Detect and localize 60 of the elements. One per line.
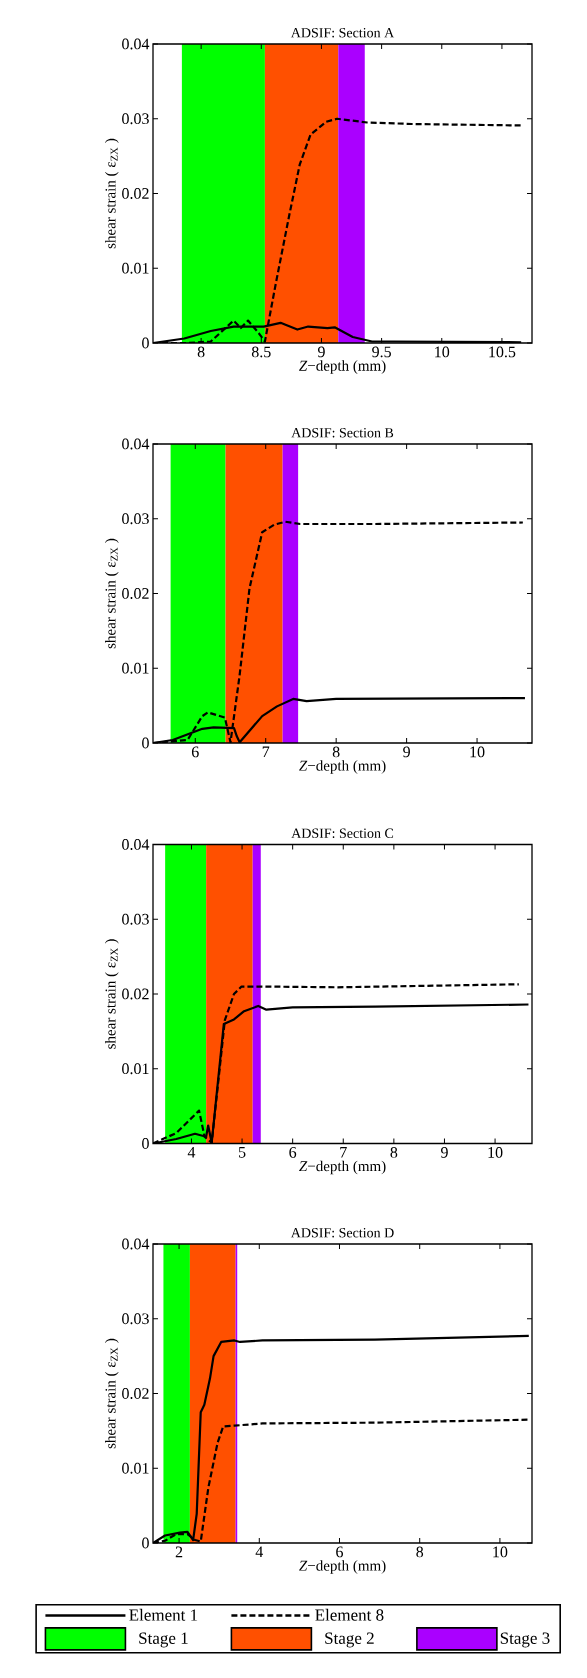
- chart-title: ADSIF: Section D: [290, 1228, 394, 1238]
- x-tick-label: 10: [470, 746, 485, 758]
- x-tick-label: 8: [332, 746, 340, 758]
- x-tick-label: 9: [403, 746, 410, 758]
- legend-label: Element 8: [315, 1608, 384, 1621]
- x-tick-label: 8: [416, 1546, 424, 1558]
- y-axis-title: shear strain ( ε$_{ZX}$ ): [105, 939, 119, 1049]
- x-axis-title: Z−depth (mm): [299, 1160, 386, 1175]
- y-tick-label: 0.04: [122, 438, 150, 450]
- y-tick-label: 0.03: [122, 913, 149, 925]
- y-tick-label: 0.02: [122, 988, 149, 1000]
- legend-label: Stage 2: [325, 1632, 374, 1648]
- legend-label: Stage 1: [139, 1632, 188, 1648]
- y-tick-label: 0.04: [122, 38, 150, 50]
- x-axis-title: Z−depth (mm): [299, 760, 386, 774]
- x-tick-label: 5: [239, 1147, 246, 1158]
- y-tick-label: 0.04: [122, 1238, 150, 1250]
- y-tick-label: 0.03: [122, 513, 149, 525]
- y-axis-title: shear strain ( ε$_{ZX}$ ): [105, 538, 119, 649]
- y-tick-label: 0.01: [122, 662, 149, 674]
- x-tick-label: 4: [255, 1546, 264, 1558]
- chart-title: ADSIF: Section B: [291, 428, 394, 438]
- legend-label: Element 1: [129, 1608, 198, 1621]
- y-tick-label: 0.04: [122, 839, 150, 850]
- x-tick-label: 9: [440, 1147, 448, 1158]
- chart-title: ADSIF: Section A: [290, 28, 395, 38]
- x-tick-label: 10: [493, 1546, 508, 1558]
- y-tick-label: 0.01: [122, 1063, 149, 1075]
- x-tick-label: 10.5: [489, 346, 516, 358]
- x-tick-label: 9: [317, 346, 325, 358]
- x-tick-label: 7: [340, 1147, 347, 1158]
- x-tick-label: 10: [435, 346, 450, 358]
- y-axis-title: shear strain ( ε$_{ZX}$ ): [105, 138, 119, 249]
- y-tick-label: 0.02: [122, 1388, 149, 1399]
- y-tick-label: 0.02: [122, 588, 149, 599]
- y-tick-label: 0.02: [122, 188, 149, 199]
- x-tick-label: 6: [336, 1546, 344, 1558]
- chart-title: ADSIF: Section C: [291, 828, 394, 839]
- y-tick-label: 0: [142, 737, 149, 749]
- x-axis-title: Z−depth (mm): [299, 1560, 386, 1574]
- y-tick-label: 0: [142, 1537, 149, 1549]
- x-axis-title: Z−depth (mm): [299, 360, 386, 374]
- x-tick-label: 4: [187, 1147, 196, 1158]
- x-tick-label: 2: [175, 1546, 183, 1558]
- x-tick-label: 8: [390, 1147, 398, 1158]
- x-tick-label: 6: [191, 746, 199, 758]
- y-tick-label: 0: [142, 337, 149, 349]
- x-tick-label: 8.5: [251, 346, 271, 358]
- y-axis-title: shear strain ( ε$_{ZX}$ ): [105, 1338, 119, 1449]
- y-tick-label: 0.03: [122, 1313, 149, 1325]
- x-tick-label: 9.5: [372, 346, 391, 358]
- y-tick-label: 0.01: [122, 1462, 149, 1474]
- x-tick-label: 7: [262, 746, 270, 757]
- x-tick-label: 10: [488, 1147, 503, 1158]
- y-tick-label: 0: [142, 1138, 149, 1149]
- legend-label: Stage 3: [500, 1632, 550, 1648]
- y-tick-label: 0.01: [122, 262, 149, 274]
- y-tick-label: 0.03: [122, 113, 149, 125]
- x-tick-label: 6: [289, 1147, 297, 1158]
- x-tick-label: 8: [197, 346, 205, 358]
